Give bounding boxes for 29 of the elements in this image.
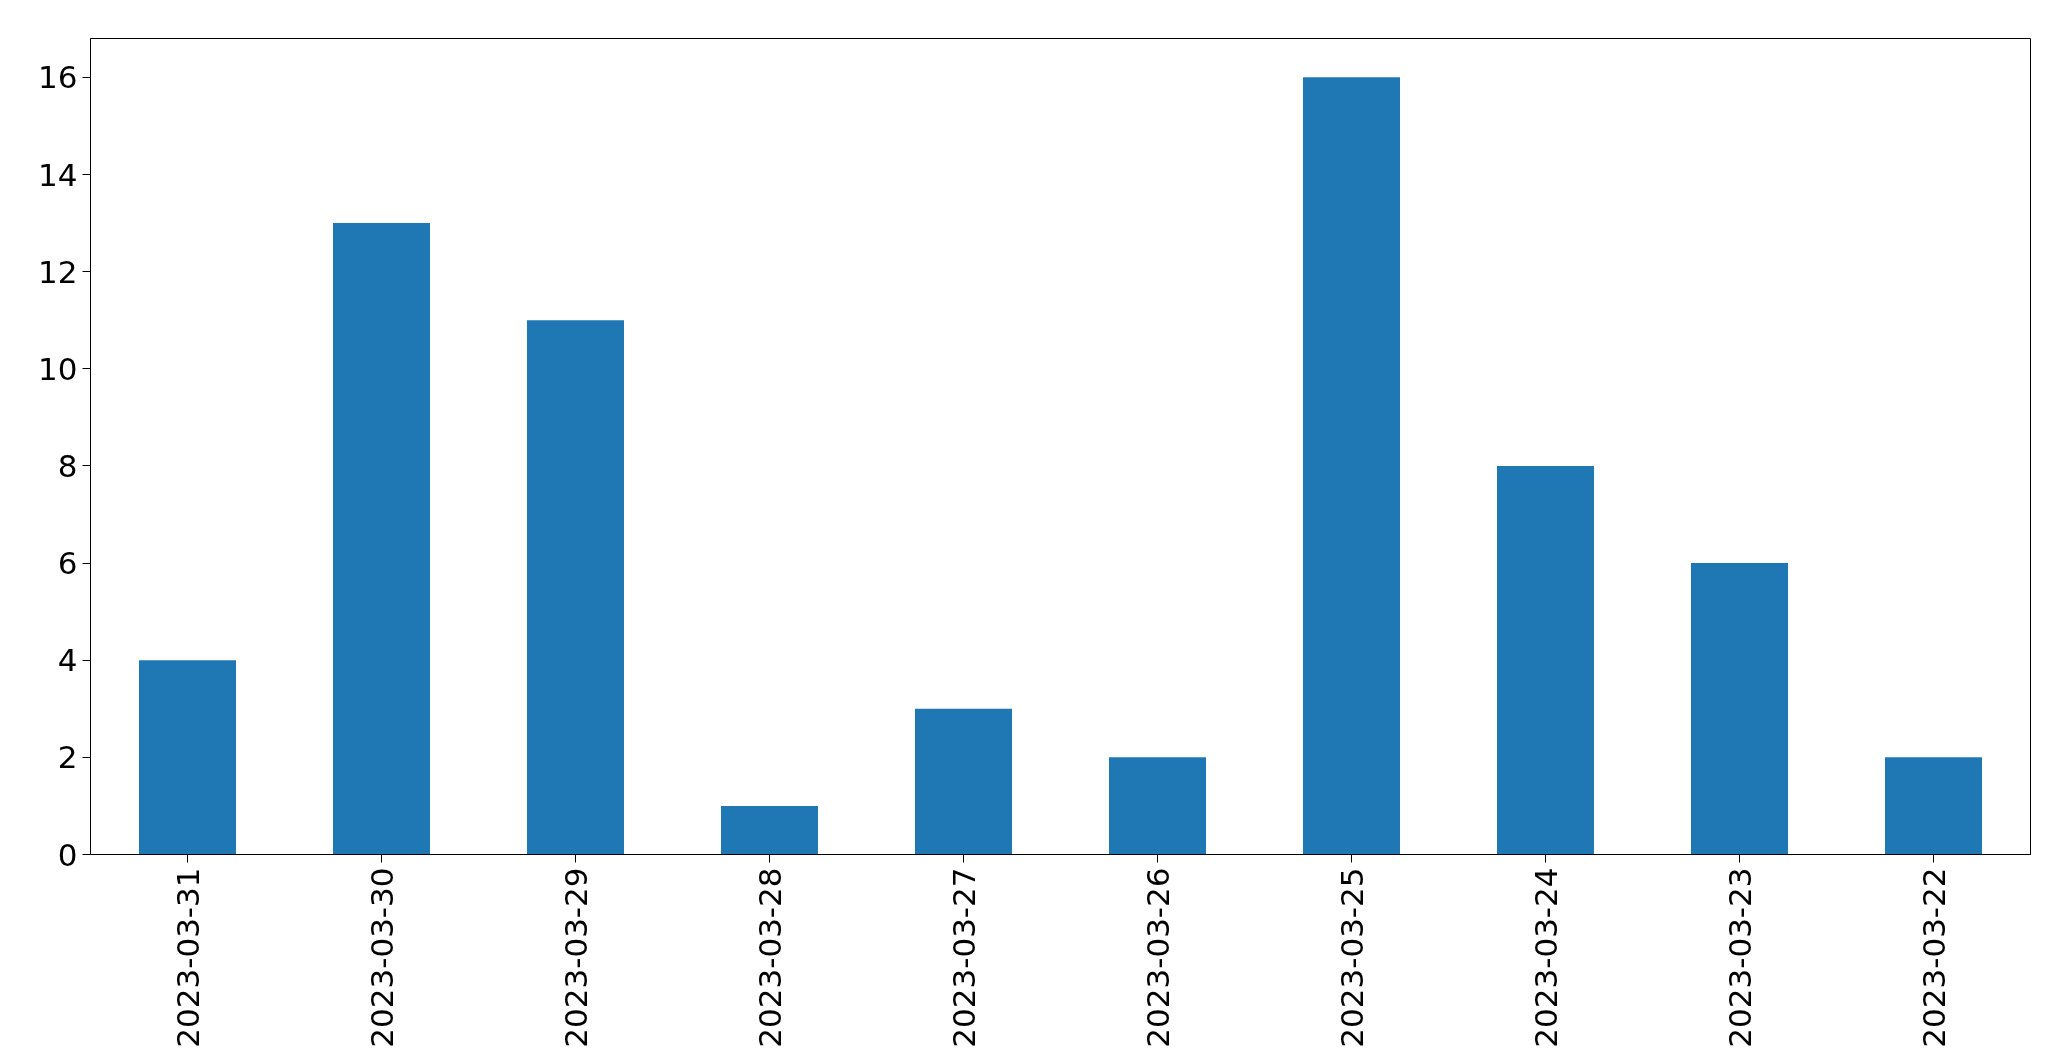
y-tick-label: 12 bbox=[38, 253, 78, 290]
bar bbox=[721, 805, 818, 855]
x-tick-label: 2023-03-26 bbox=[1139, 867, 1176, 1048]
bar bbox=[1497, 465, 1594, 855]
x-tick-label: 2023-03-30 bbox=[363, 867, 400, 1048]
y-tick-label: 8 bbox=[57, 447, 78, 484]
bar bbox=[1691, 563, 1788, 855]
x-tick-label: 2023-03-28 bbox=[751, 867, 788, 1048]
bar bbox=[1303, 77, 1400, 855]
bar bbox=[915, 708, 1012, 855]
y-tick-label: 10 bbox=[38, 350, 78, 387]
x-tick-label: 2023-03-27 bbox=[945, 867, 982, 1048]
y-tick-label: 4 bbox=[57, 642, 78, 679]
y-tick-label: 14 bbox=[38, 156, 78, 193]
bar bbox=[1109, 757, 1206, 855]
y-tick-label: 2 bbox=[57, 739, 78, 776]
x-tick-label: 2023-03-31 bbox=[169, 867, 206, 1048]
x-tick-label: 2023-03-25 bbox=[1333, 867, 1370, 1048]
x-tick-label: 2023-03-23 bbox=[1721, 867, 1758, 1048]
x-tick-label: 2023-03-29 bbox=[557, 867, 594, 1048]
x-tick-label: 2023-03-22 bbox=[1915, 867, 1952, 1048]
bar bbox=[527, 320, 624, 855]
bar bbox=[333, 223, 430, 855]
y-tick-label: 16 bbox=[38, 59, 78, 96]
y-tick-label: 0 bbox=[57, 836, 78, 873]
bar bbox=[1885, 757, 1982, 855]
x-tick-label: 2023-03-24 bbox=[1527, 867, 1564, 1048]
y-tick-label: 6 bbox=[57, 545, 78, 582]
bar bbox=[139, 660, 236, 855]
